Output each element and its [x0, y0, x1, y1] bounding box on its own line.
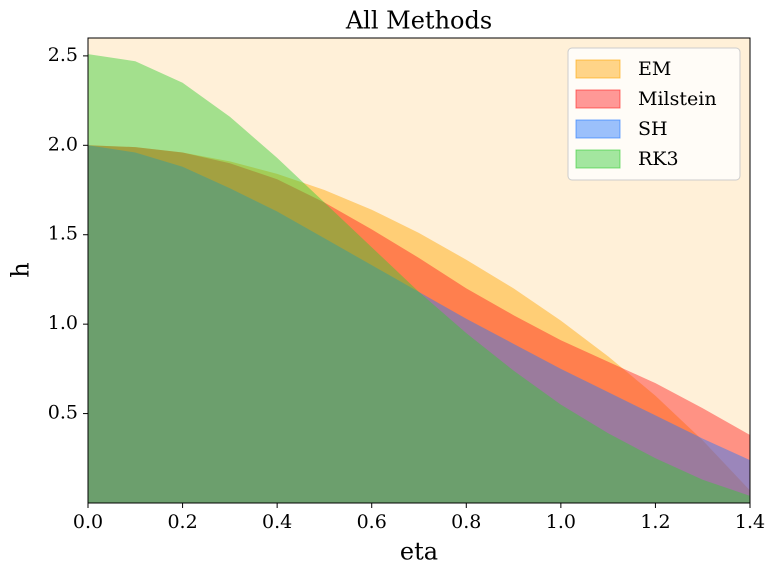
- x-tick-label: 0.8: [451, 511, 481, 533]
- x-tick-label: 1.2: [640, 511, 670, 533]
- y-tick-label: 1.0: [48, 312, 78, 334]
- x-tick-label: 1.0: [546, 511, 576, 533]
- y-tick-label: 2.0: [48, 133, 78, 155]
- x-tick-label: 0.0: [73, 511, 103, 533]
- y-tick-label: 0.5: [48, 402, 78, 424]
- area: [88, 145, 750, 504]
- x-axis-label: eta: [400, 538, 438, 566]
- legend-label: SH: [638, 118, 668, 140]
- x-tick-label: 0.4: [262, 511, 292, 533]
- x-tick-label: 1.4: [735, 511, 765, 533]
- area: [88, 145, 750, 504]
- y-tick-label: 1.5: [48, 223, 78, 245]
- legend-box: [567, 47, 741, 181]
- legend-label: EM: [638, 58, 671, 80]
- legend-swatch: [575, 119, 621, 139]
- x-tick-label: 0.2: [167, 511, 197, 533]
- y-axis-label: h: [7, 262, 35, 277]
- legend-label: Milstein: [638, 88, 717, 110]
- chart-title: All Methods: [345, 7, 492, 35]
- legend-swatch: [575, 59, 621, 79]
- y-tick-label: 2.5: [48, 44, 78, 66]
- legend-swatch: [575, 149, 621, 169]
- plot-frame: [87, 37, 751, 504]
- area: [88, 145, 750, 504]
- legend-label: RK3: [638, 148, 679, 170]
- legend-swatch: [575, 89, 621, 109]
- x-tick-label: 0.6: [357, 511, 387, 533]
- area: [88, 54, 750, 503]
